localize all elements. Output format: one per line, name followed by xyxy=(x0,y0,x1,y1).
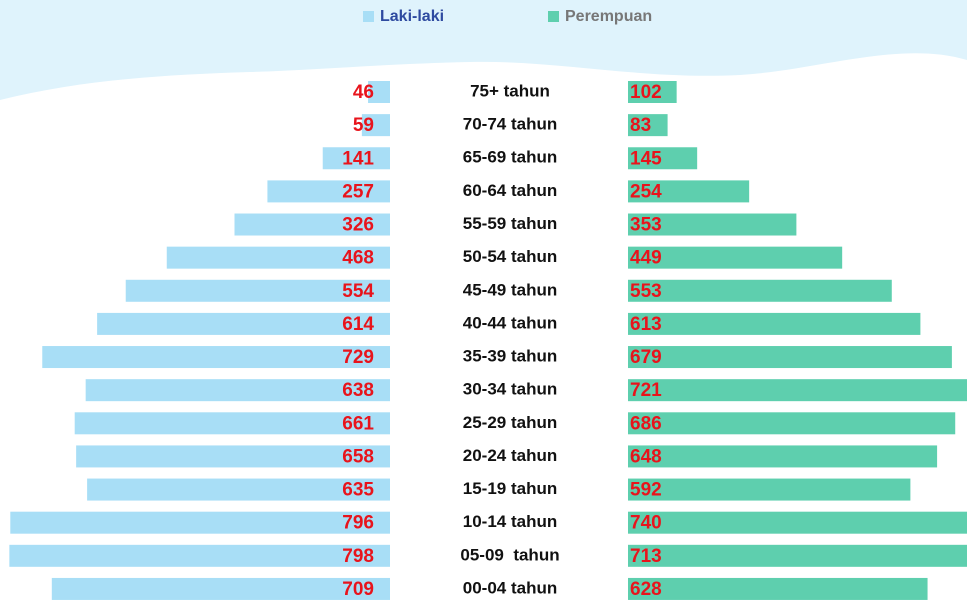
value-label: 141 xyxy=(342,148,374,169)
bar xyxy=(628,544,967,567)
category-label: 55-59 tahun xyxy=(463,214,557,233)
bar xyxy=(322,147,390,170)
value-label: 592 xyxy=(630,480,662,501)
bar xyxy=(9,544,390,567)
category-label: 70-74 tahun xyxy=(463,115,557,134)
value-label: 721 xyxy=(630,380,662,401)
bar xyxy=(628,478,911,501)
value-label: 83 xyxy=(630,115,651,136)
value-label: 709 xyxy=(342,579,374,600)
bar xyxy=(628,147,698,170)
bar xyxy=(628,511,967,534)
value-label: 628 xyxy=(630,579,662,600)
bar xyxy=(628,312,921,335)
category-label: 50-54 tahun xyxy=(463,247,557,266)
category-label: 05-09 tahun xyxy=(460,545,559,564)
value-label: 686 xyxy=(630,413,662,434)
legend-swatch xyxy=(363,11,374,22)
bar xyxy=(51,577,390,600)
value-label: 729 xyxy=(342,347,374,368)
bar xyxy=(166,246,390,269)
value-label: 102 xyxy=(630,82,662,103)
value-label: 798 xyxy=(342,546,374,567)
value-label: 740 xyxy=(630,513,662,534)
value-label: 254 xyxy=(630,181,662,202)
bar xyxy=(85,379,390,402)
category-label: 40-44 tahun xyxy=(463,313,557,332)
value-label: 46 xyxy=(353,82,374,103)
value-label: 796 xyxy=(342,513,374,534)
bar xyxy=(125,279,390,302)
category-label: 25-29 tahun xyxy=(463,413,557,432)
bar xyxy=(87,478,390,501)
value-label: 638 xyxy=(342,380,374,401)
category-label: 30-34 tahun xyxy=(463,380,557,399)
bar xyxy=(628,246,843,269)
bar xyxy=(628,213,797,236)
bar xyxy=(97,312,390,335)
bar xyxy=(74,412,390,435)
value-label: 449 xyxy=(630,248,662,269)
bar xyxy=(628,180,750,203)
value-label: 613 xyxy=(630,314,662,335)
category-label: 65-69 tahun xyxy=(463,148,557,167)
value-label: 648 xyxy=(630,446,662,467)
value-label: 635 xyxy=(342,480,374,501)
bar xyxy=(628,346,952,369)
value-label: 658 xyxy=(342,446,374,467)
bar xyxy=(628,412,956,435)
bar xyxy=(267,180,390,203)
value-label: 468 xyxy=(342,248,374,269)
category-label: 45-49 tahun xyxy=(463,280,557,299)
category-label: 15-19 tahun xyxy=(463,479,557,498)
value-label: 257 xyxy=(342,181,374,202)
bar xyxy=(368,81,390,103)
value-label: 145 xyxy=(630,148,662,169)
legend-label: Laki-laki xyxy=(380,8,444,25)
value-label: 661 xyxy=(342,413,374,434)
value-label: 326 xyxy=(342,215,374,236)
value-label: 713 xyxy=(630,546,662,567)
legend-swatch xyxy=(548,11,559,22)
value-label: 554 xyxy=(342,281,374,302)
bar xyxy=(628,445,938,468)
bar xyxy=(361,114,390,137)
value-label: 614 xyxy=(342,314,374,335)
category-label: 20-24 tahun xyxy=(463,446,557,465)
background-wave xyxy=(0,0,967,100)
category-label: 35-39 tahun xyxy=(463,347,557,366)
bar xyxy=(628,114,668,137)
bar xyxy=(628,279,892,302)
bar xyxy=(10,511,390,534)
value-label: 679 xyxy=(630,347,662,368)
bar xyxy=(76,445,390,468)
category-label: 75+ tahun xyxy=(470,81,550,100)
bar xyxy=(234,213,390,236)
category-label: 10-14 tahun xyxy=(463,512,557,531)
bar xyxy=(42,346,390,369)
bar xyxy=(628,379,967,402)
category-label: 60-64 tahun xyxy=(463,181,557,200)
bar xyxy=(628,81,677,103)
value-label: 353 xyxy=(630,215,662,236)
value-label: 59 xyxy=(353,115,374,136)
value-label: 553 xyxy=(630,281,662,302)
category-label: 00-04 tahun xyxy=(463,578,557,597)
legend-label: Perempuan xyxy=(565,8,652,25)
bar xyxy=(628,577,928,600)
